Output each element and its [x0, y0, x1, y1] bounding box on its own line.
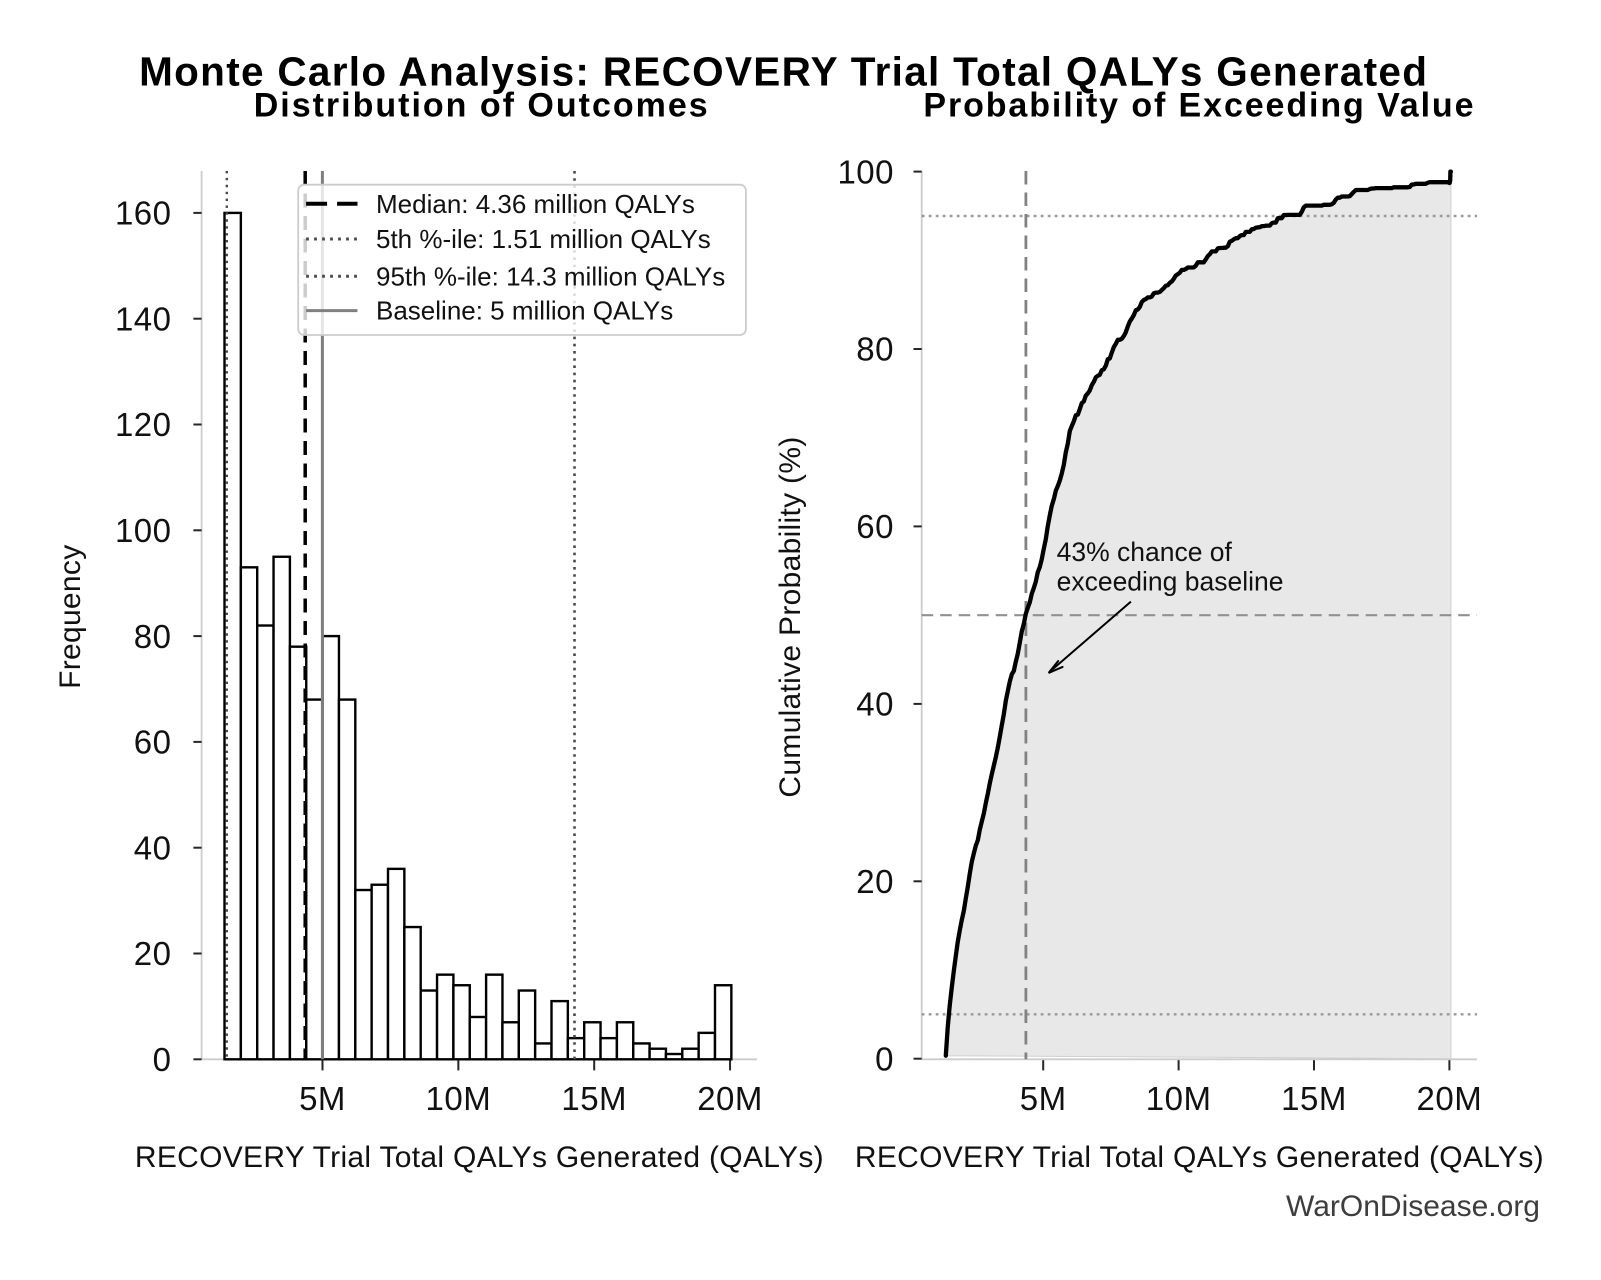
svg-text:43% chance of: 43% chance of: [1057, 537, 1233, 567]
svg-text:95th %-ile: 14.3 million QALYs: 95th %-ile: 14.3 million QALYs: [376, 261, 725, 291]
svg-text:40: 40: [856, 686, 894, 723]
svg-text:Distribution of Outcomes: Distribution of Outcomes: [254, 86, 710, 124]
svg-text:WarOnDisease.org: WarOnDisease.org: [1286, 1190, 1540, 1223]
svg-text:100: 100: [115, 512, 172, 549]
svg-text:15M: 15M: [1281, 1080, 1347, 1117]
svg-text:Baseline: 5 million QALYs: Baseline: 5 million QALYs: [376, 296, 673, 326]
svg-text:5th %-ile: 1.51 million QALYs: 5th %-ile: 1.51 million QALYs: [376, 224, 711, 254]
svg-text:0: 0: [875, 1040, 894, 1077]
svg-text:0: 0: [153, 1041, 172, 1078]
svg-text:20: 20: [134, 935, 172, 972]
svg-text:120: 120: [115, 406, 172, 443]
svg-text:5M: 5M: [299, 1080, 346, 1117]
svg-text:exceeding baseline: exceeding baseline: [1057, 567, 1284, 597]
svg-text:60: 60: [134, 724, 172, 761]
svg-text:60: 60: [856, 508, 894, 545]
svg-text:100: 100: [837, 153, 894, 190]
svg-text:140: 140: [115, 300, 172, 337]
svg-text:80: 80: [856, 331, 894, 368]
svg-text:10M: 10M: [1146, 1080, 1212, 1117]
svg-text:20M: 20M: [697, 1080, 763, 1117]
svg-text:RECOVERY Trial Total QALYs Gen: RECOVERY Trial Total QALYs Generated (QA…: [855, 1141, 1544, 1174]
svg-text:160: 160: [115, 195, 172, 232]
svg-text:20M: 20M: [1417, 1080, 1483, 1117]
svg-text:Cumulative Probability (%): Cumulative Probability (%): [774, 436, 807, 797]
svg-text:RECOVERY Trial Total QALYs Gen: RECOVERY Trial Total QALYs Generated (QA…: [135, 1141, 824, 1174]
svg-text:Frequency: Frequency: [54, 544, 87, 688]
svg-text:Median: 4.36 million QALYs: Median: 4.36 million QALYs: [376, 189, 695, 219]
svg-text:10M: 10M: [425, 1080, 491, 1117]
svg-text:5M: 5M: [1020, 1080, 1067, 1117]
svg-text:Monte Carlo Analysis: RECOVERY: Monte Carlo Analysis: RECOVERY Trial Tot…: [139, 49, 1428, 95]
svg-text:80: 80: [134, 618, 172, 655]
svg-text:15M: 15M: [561, 1080, 627, 1117]
svg-text:Probability of Exceeding Value: Probability of Exceeding Value: [923, 86, 1475, 124]
svg-text:20: 20: [856, 863, 894, 900]
svg-text:40: 40: [134, 829, 172, 866]
